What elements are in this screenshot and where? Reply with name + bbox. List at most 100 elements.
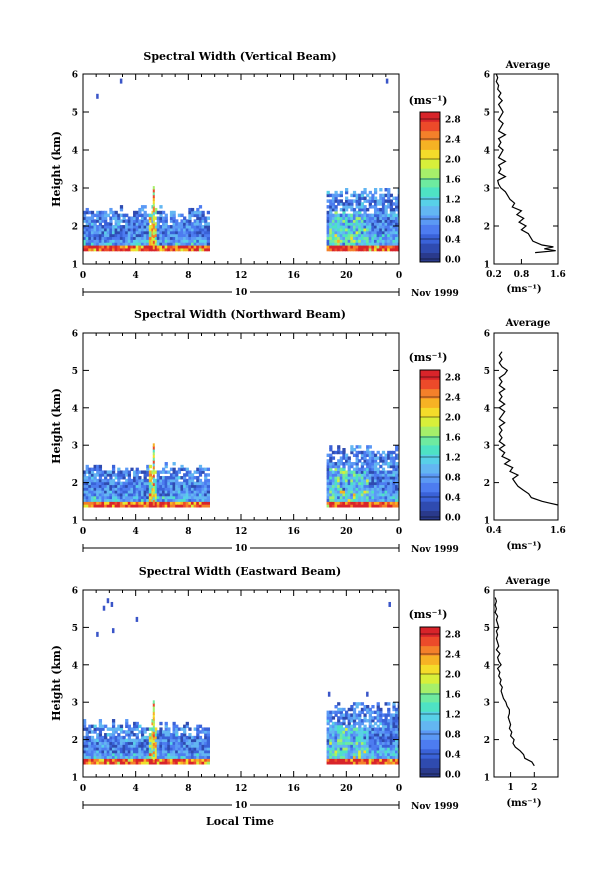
heatmap-cell: [384, 207, 388, 212]
heatmap-cell: [358, 242, 362, 246]
heatmap-cell: [337, 716, 341, 720]
heatmap-cell: [358, 199, 362, 203]
heatmap-cell: [379, 747, 383, 751]
heatmap-cell: [127, 741, 131, 745]
heatmap-cell: [140, 225, 145, 229]
profile-y-tick-label: 5: [484, 109, 490, 119]
heatmap-cell: [358, 752, 362, 757]
heatmap-cell: [397, 225, 399, 229]
heatmap-cell: [135, 741, 139, 745]
heatmap-cell: [196, 738, 200, 743]
heatmap-cell: [373, 459, 378, 463]
heatmap-cell: [347, 230, 351, 235]
heatmap-cell: [326, 467, 330, 472]
heatmap-cell: [337, 227, 341, 232]
heatmap-cell: [152, 719, 155, 724]
heatmap-cell: [175, 492, 179, 497]
heatmap-cell: [334, 749, 338, 754]
heatmap-area: [83, 598, 399, 765]
heatmap-cell: [180, 738, 184, 743]
heatmap-cell: [355, 236, 359, 240]
profile-frame: [493, 73, 559, 265]
heatmap-cell: [104, 724, 108, 729]
heatmap-cell: [172, 219, 176, 223]
colorbar-swatch: [420, 435, 440, 446]
heatmap-cell: [146, 487, 150, 491]
heatmap-cell: [135, 247, 139, 252]
heatmap-cell: [83, 749, 87, 754]
heatmap-cell: [373, 219, 378, 223]
heatmap-cell: [198, 219, 203, 223]
heatmap-cell: [143, 236, 147, 240]
heatmap-cell: [177, 470, 182, 474]
heatmap-cell: [190, 236, 195, 240]
heatmap-cell: [389, 487, 394, 491]
heatmap-cell: [395, 719, 399, 723]
heatmap-cell: [85, 476, 89, 480]
heatmap-cell: [368, 747, 372, 751]
heatmap-cell: [127, 239, 131, 243]
heatmap-cell: [395, 710, 399, 715]
heatmap-cell: [204, 478, 208, 483]
heatmap-cell: [104, 473, 108, 477]
heatmap-cell: [347, 761, 351, 765]
heatmap-cell: [138, 741, 142, 745]
heatmap-cell: [342, 727, 346, 731]
heatmap-cell: [358, 755, 362, 759]
heatmap-cell: [180, 247, 184, 252]
heatmap-cell: [379, 733, 383, 737]
heatmap-cell: [334, 205, 338, 209]
heatmap-cell: [392, 467, 396, 472]
heatmap-cell: [206, 230, 210, 235]
heatmap-cell: [93, 464, 97, 469]
heatmap-cell: [159, 492, 163, 497]
heatmap-cell: [358, 730, 362, 734]
heatmap-cell: [190, 481, 195, 486]
heatmap-cell: [206, 242, 210, 246]
heatmap-cell: [93, 213, 97, 218]
heatmap-cell: [175, 219, 179, 223]
heatmap-cell: [83, 498, 87, 502]
colorbar-tick-label: 1.2: [445, 454, 461, 464]
heatmap-cell: [190, 245, 195, 249]
heatmap-cell: [397, 755, 399, 759]
heatmap-cell: [331, 498, 336, 502]
heatmap-cell: [397, 758, 399, 762]
heatmap-cell: [392, 752, 396, 757]
heatmap-cell: [368, 239, 372, 243]
heatmap-cell: [379, 476, 383, 480]
heatmap-cell: [83, 727, 87, 731]
heatmap-cell: [138, 724, 142, 729]
heatmap-cell: [395, 216, 399, 220]
heatmap-cell: [138, 487, 142, 491]
heatmap-cell: [368, 495, 372, 500]
heatmap-cell: [109, 749, 113, 754]
heatmap-cell: [119, 755, 124, 759]
heatmap-cell: [379, 464, 383, 469]
heatmap-cell: [387, 707, 391, 712]
heatmap-cell: [164, 484, 168, 488]
heatmap-cell: [196, 501, 200, 505]
heatmap-cell: [109, 498, 113, 502]
heatmap-cell: [109, 227, 113, 232]
heatmap-cell: [90, 749, 95, 754]
heatmap-cell: [188, 495, 192, 500]
heatmap-cell: [387, 453, 391, 458]
heatmap-cell: [90, 492, 95, 497]
heatmap-cell: [156, 476, 160, 480]
heatmap-cell: [185, 741, 189, 745]
heatmap-cell: [85, 504, 89, 508]
heatmap-cell: [363, 487, 367, 491]
heatmap-cell: [114, 242, 118, 246]
heatmap-cell: [345, 242, 349, 246]
heatmap-cell: [109, 744, 113, 748]
heatmap-cell: [183, 730, 187, 734]
heatmap-cell: [93, 233, 97, 238]
heatmap-cell: [114, 210, 118, 215]
heatmap-cell: [337, 242, 341, 246]
x-tick-label: 4: [133, 784, 139, 794]
heatmap-cell: [345, 738, 349, 743]
heatmap-cell: [355, 755, 359, 759]
heatmap-cell: [358, 727, 362, 731]
heatmap-cell: [342, 490, 346, 494]
